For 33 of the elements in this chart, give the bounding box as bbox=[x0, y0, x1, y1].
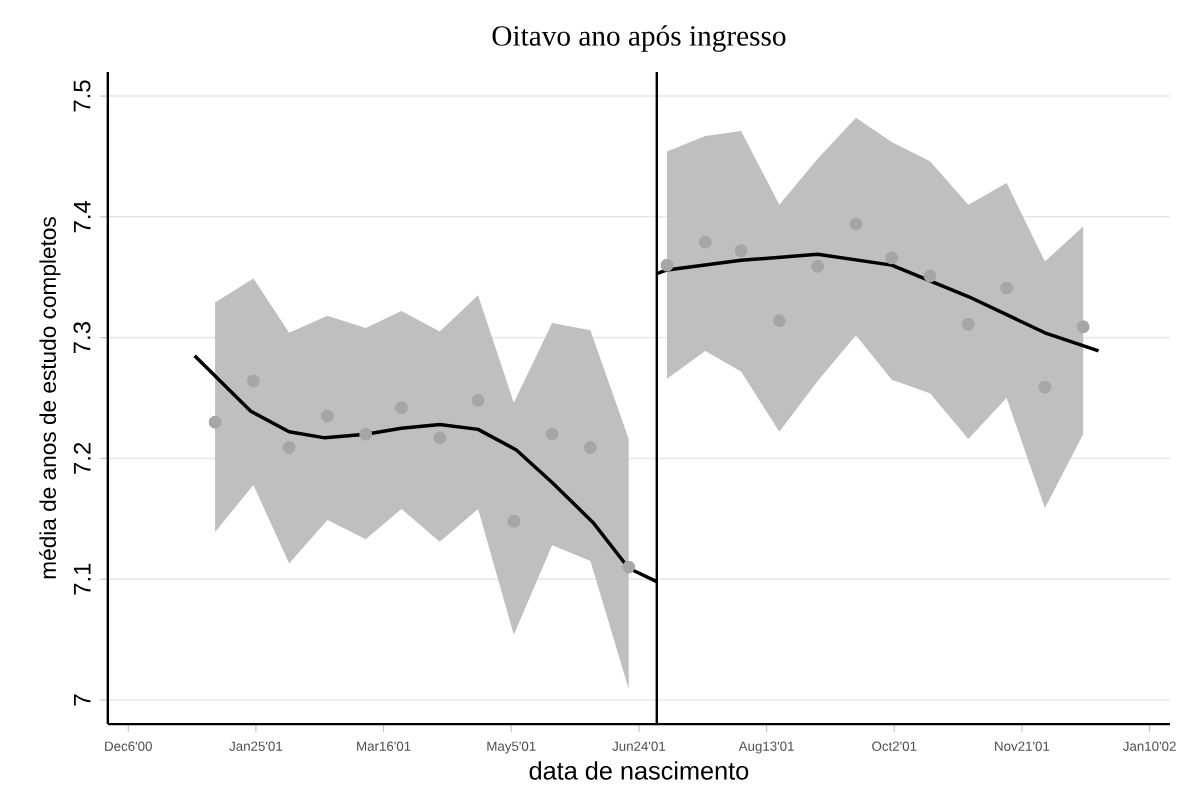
y-tick-label: 7.1 bbox=[73, 563, 91, 595]
point bbox=[395, 400, 408, 414]
y-tick-label: 7.3 bbox=[73, 321, 91, 353]
point bbox=[433, 431, 447, 444]
point bbox=[507, 514, 521, 528]
point bbox=[1076, 320, 1090, 333]
chart-title: Oitavo ano após ingresso bbox=[492, 24, 786, 52]
point bbox=[698, 235, 712, 249]
point bbox=[1000, 281, 1013, 295]
point bbox=[885, 251, 899, 264]
x-axis-title: data de nascimento bbox=[529, 760, 749, 780]
point bbox=[772, 313, 786, 327]
y-tick-label: 7.5 bbox=[73, 80, 91, 112]
point bbox=[923, 269, 937, 283]
point bbox=[622, 560, 636, 574]
point bbox=[734, 243, 748, 257]
point bbox=[545, 427, 559, 441]
point bbox=[1038, 380, 1052, 394]
point bbox=[961, 317, 975, 331]
point bbox=[584, 440, 597, 454]
point bbox=[660, 258, 674, 272]
point bbox=[321, 409, 334, 423]
point bbox=[471, 393, 485, 407]
point bbox=[811, 259, 825, 273]
point bbox=[359, 427, 373, 441]
point bbox=[849, 217, 863, 231]
point bbox=[282, 440, 296, 454]
point bbox=[246, 374, 260, 388]
y-tick-label: 7.4 bbox=[73, 200, 91, 232]
point bbox=[208, 415, 222, 429]
y-tick-label: 7 bbox=[73, 694, 91, 706]
y-axis-title: média de anos de estudo completos bbox=[39, 216, 61, 578]
y-tick-label: 7.2 bbox=[73, 442, 91, 474]
